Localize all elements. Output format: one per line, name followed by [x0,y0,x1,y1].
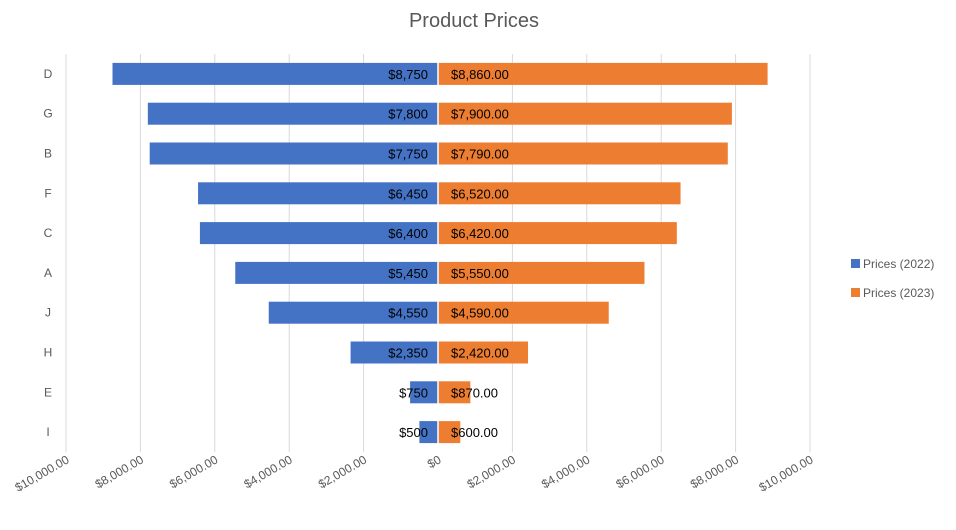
bar-2023 [438,142,728,165]
category-label: B [44,147,52,161]
bar-2023 [438,261,645,284]
data-label-2022: $7,800 [388,107,428,122]
bar-2023 [438,182,681,205]
bar-2023 [438,222,677,245]
bar-2022 [235,261,438,284]
bar-2022 [419,421,438,444]
category-label: H [44,346,53,360]
bar-2023 [438,341,529,364]
data-label-2023: $2,420.00 [451,346,509,361]
category-label: C [44,226,53,240]
bar-2023 [438,381,471,404]
legend-swatch [851,259,860,268]
category-label: D [44,67,53,81]
bar-2023 [438,301,609,324]
category-label: E [44,385,52,399]
bar-2022 [350,341,438,364]
category-label: J [45,306,51,320]
data-label-2023: $6,420.00 [451,226,509,241]
x-tick-label: $10,000.00 [756,452,815,494]
category-label: A [44,266,52,280]
bar-2022 [149,142,438,165]
data-label-2022: $6,400 [388,226,428,241]
x-tick-label: $2,000.00 [316,452,370,491]
y-axis: D G B F C A J H E I [43,67,52,439]
data-label-2022: $7,750 [388,147,428,162]
legend-label: Prices (2022) [863,257,934,271]
bar-2022 [268,301,438,324]
data-label-2022: $8,750 [388,67,428,82]
data-label-2023: $6,520.00 [451,186,509,201]
bar-2022 [112,62,438,85]
data-label-2022: $750 [399,385,428,400]
data-labels: $8,750 $8,860.00 $7,800 $7,900.00 $7,750 $7,7… [388,67,509,440]
bars [112,54,768,452]
x-tick-label: $6,000.00 [613,452,667,491]
x-tick-label: $10,000.00 [12,452,71,494]
x-tick-label: $4,000.00 [241,452,295,491]
legend-label: Prices (2023) [863,286,934,300]
data-label-2023: $5,550.00 [451,266,509,281]
data-label-2022: $500 [399,425,428,440]
data-label-2023: $600.00 [451,425,498,440]
category-label: G [43,107,52,121]
x-tick-label: $8,000.00 [688,452,742,491]
data-label-2023: $870.00 [451,385,498,400]
bar-2022 [147,102,438,125]
data-label-2022: $6,450 [388,186,428,201]
bar-2023 [438,62,768,85]
legend-swatch [851,288,860,297]
category-label: I [46,425,49,439]
data-label-2023: $7,900.00 [451,107,509,122]
chart-title: Product Prices [409,10,539,32]
x-tick-label: $4,000.00 [539,452,593,491]
legend: Prices (2022) Prices (2023) [851,257,934,300]
bar-2023 [438,421,461,444]
data-label-2022: $4,550 [388,306,428,321]
bar-2023 [438,102,732,125]
data-label-2023: $7,790.00 [451,147,509,162]
bar-2022 [198,182,438,205]
data-label-2022: $5,450 [388,266,428,281]
bar-2022 [410,381,438,404]
data-label-2022: $2,350 [388,346,428,361]
data-label-2023: $8,860.00 [451,67,509,82]
x-tick-label: $6,000.00 [167,452,221,491]
x-axis: $10,000.00 $8,000.00 $6,000.00 $4,000.00 $2,… [12,452,815,494]
x-tick-label: $8,000.00 [93,452,147,491]
x-tick-label: $0 [425,452,444,471]
x-tick-label: $2,000.00 [465,452,519,491]
bar-2022 [199,222,438,245]
data-label-2023: $4,590.00 [451,306,509,321]
category-label: F [44,186,51,200]
